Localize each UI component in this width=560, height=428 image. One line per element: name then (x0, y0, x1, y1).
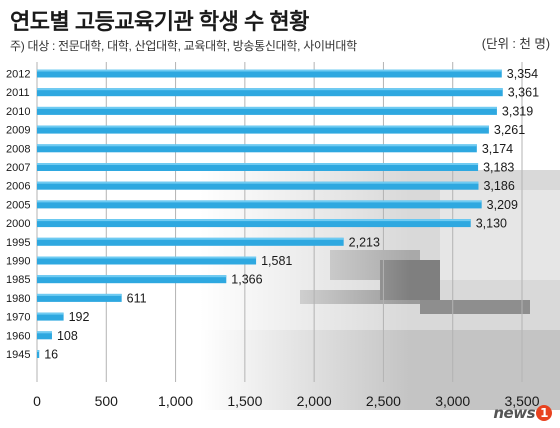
bar-value-label: 1,366 (231, 273, 262, 287)
bar-highlight (37, 237, 344, 240)
bar-highlight (37, 125, 489, 128)
news1-logo: news 1 (493, 404, 552, 422)
bar-highlight (37, 293, 122, 296)
y-category-label: 1960 (6, 330, 30, 342)
bar (37, 181, 479, 190)
x-tick-label: 0 (33, 393, 41, 409)
y-category-label: 2009 (6, 125, 30, 137)
bar-value-label: 3,354 (507, 67, 538, 81)
y-category-label: 2007 (6, 162, 30, 174)
bar (37, 256, 257, 265)
bar-highlight (37, 312, 64, 315)
bar-value-label: 3,209 (487, 198, 518, 212)
bar-highlight (37, 163, 479, 165)
bar-value-label: 611 (127, 291, 147, 305)
bar-value-label: 3,319 (502, 104, 533, 118)
bar (37, 125, 489, 134)
bar (37, 331, 52, 340)
bar-highlight (37, 275, 227, 278)
bar (37, 200, 482, 209)
x-tick-label: 2,500 (366, 393, 401, 409)
bar (37, 144, 477, 153)
bar (37, 237, 344, 246)
chart-title: 연도별 고등교육기관 학생 수 현황 (10, 9, 309, 34)
y-category-label: 1980 (6, 293, 30, 305)
y-category-label: 1995 (6, 237, 30, 249)
y-category-label: 1985 (6, 274, 30, 286)
chart-note: 주) 대상 : 전문대학, 대학, 산업대학, 교육대학, 방송통신대학, 사이… (10, 39, 357, 53)
bar-value-label: 1,581 (261, 254, 292, 268)
bar-highlight (37, 331, 52, 334)
bar-highlight (37, 106, 497, 109)
y-category-label: 2008 (6, 143, 30, 155)
bar-highlight (37, 88, 503, 91)
bar-value-label: 2,213 (349, 235, 380, 249)
bar-highlight (37, 144, 477, 147)
y-category-label: 2006 (6, 181, 30, 193)
y-category-label: 2000 (6, 218, 30, 230)
bar (37, 293, 122, 302)
bar (37, 219, 471, 228)
bar-value-label: 3,130 (476, 217, 507, 231)
y-category-label: 1990 (6, 256, 30, 268)
bar-highlight (37, 350, 40, 352)
bar (37, 163, 479, 171)
bar (37, 350, 40, 358)
bar (37, 312, 64, 321)
bar-highlight (37, 69, 502, 72)
bar-value-label: 3,261 (494, 123, 525, 137)
bar (37, 88, 503, 97)
bar-value-label: 108 (57, 329, 78, 343)
bar (37, 275, 227, 284)
bar-value-label: 3,183 (483, 161, 514, 175)
x-tick-label: 3,500 (504, 393, 539, 409)
bar (37, 106, 497, 115)
x-tick-label: 1,000 (158, 393, 193, 409)
bar-value-label: 3,174 (482, 142, 513, 156)
bar-highlight (37, 200, 482, 203)
x-tick-label: 3,000 (435, 393, 470, 409)
x-tick-label: 1,500 (227, 393, 262, 409)
y-category-label: 2012 (6, 69, 30, 81)
y-category-label: 2011 (6, 87, 30, 99)
y-category-label: 2010 (6, 106, 30, 118)
x-tick-label: 2,000 (297, 393, 332, 409)
y-category-label: 1945 (6, 349, 30, 361)
bar (37, 69, 502, 78)
unit-label: (단위 : 천 명) (481, 37, 550, 51)
bar-value-label: 16 (44, 348, 58, 362)
bar-highlight (37, 219, 471, 222)
x-tick-label: 500 (95, 393, 119, 409)
y-category-label: 2005 (6, 199, 30, 211)
bar-value-label: 3,361 (508, 86, 539, 100)
bar-highlight (37, 256, 257, 259)
bar-value-label: 3,186 (483, 179, 514, 193)
bar-highlight (37, 181, 479, 184)
bar-value-label: 192 (69, 310, 90, 324)
y-category-label: 1970 (6, 312, 30, 324)
